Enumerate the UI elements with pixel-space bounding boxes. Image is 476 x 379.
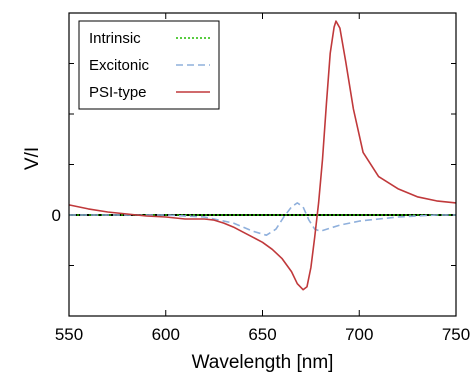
legend-box xyxy=(78,20,220,110)
x-tick-label: 550 xyxy=(55,325,83,344)
series-excitonic-line xyxy=(69,202,456,236)
series-psi-type-line xyxy=(68,20,457,291)
x-tick-label: 700 xyxy=(345,325,373,344)
plot-frame xyxy=(68,12,457,317)
x-tick-label: 750 xyxy=(442,325,470,344)
y-tick-label: 0 xyxy=(52,206,61,225)
x-tick-label: 650 xyxy=(248,325,276,344)
legend: Intrinsic Excitonic PSI-type xyxy=(78,20,220,110)
series-group xyxy=(68,20,457,291)
x-tick-label: 600 xyxy=(152,325,180,344)
tick-labels: 550 600 650 700 750 0 xyxy=(52,206,471,344)
legend-label: Intrinsic xyxy=(89,30,141,47)
y-axis-title: V/I xyxy=(22,147,43,170)
legend-label: Excitonic xyxy=(89,57,150,74)
x-axis-title: Wavelength [nm] xyxy=(192,352,334,373)
legend-label: PSI-type xyxy=(89,84,147,101)
